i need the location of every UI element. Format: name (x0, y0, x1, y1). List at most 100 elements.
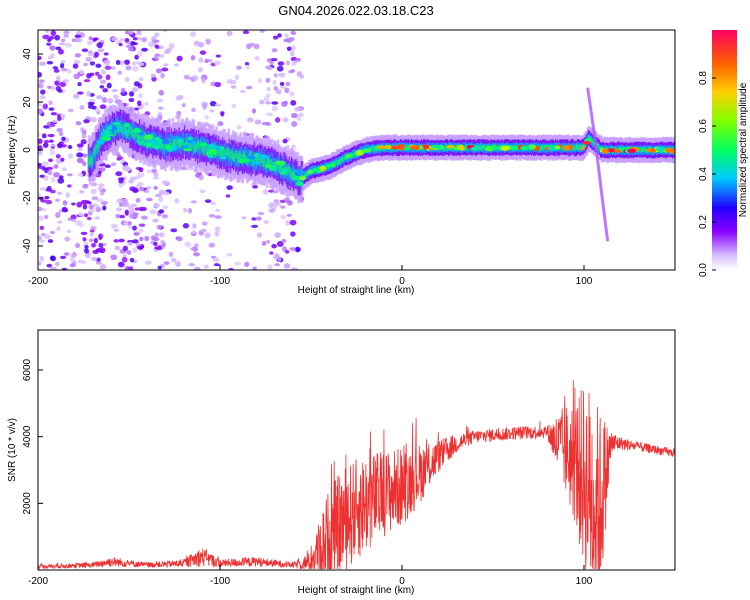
spectrogram-noise-cell (150, 73, 156, 78)
spectrogram-noise-cell (298, 112, 304, 118)
spectrogram-noise-cell (118, 202, 124, 207)
snr-x-ticks: -200 -100 0 100 (28, 565, 593, 587)
spectrogram-noise-cell (286, 213, 292, 217)
spectrogram-noise-cell (83, 79, 91, 83)
spectrogram-noise-cell (49, 123, 56, 128)
spectrogram-noise-cell (90, 116, 97, 123)
spectrogram-noise-cell (75, 242, 81, 249)
spectrogram-noise-cell (97, 186, 103, 192)
spectrogram-noise-cell (58, 209, 63, 214)
spectrogram-noise-cell (49, 139, 54, 143)
spectrogram-noise-cell (66, 173, 73, 177)
spectrogram-noise-cell (158, 209, 165, 214)
spectrogram-noise-cell (88, 36, 93, 41)
spectrogram-noise-cell (263, 95, 270, 102)
spectrogram-noise-cell (47, 133, 55, 138)
spectrogram-noise-cell (262, 188, 269, 195)
spectrogram-noise-cell (96, 198, 104, 203)
spectrogram-hotspot (582, 140, 591, 145)
spectrogram-hotspot (396, 144, 406, 150)
spectrogram-hotspot (103, 130, 112, 135)
spectrogram-x-label: Height of straight line (km) (298, 285, 415, 296)
spectrogram-noise-cell (155, 68, 162, 74)
spectrogram-noise-cell (99, 263, 107, 270)
spectrogram-noise-cell (217, 121, 224, 127)
spectrogram-hotspot (345, 153, 351, 159)
spectrogram-noise-cell (38, 239, 46, 243)
spectrogram-noise-cell (77, 82, 82, 87)
spectrogram-noise-cell (138, 77, 144, 82)
spectrogram-noise-cell (131, 61, 136, 66)
spectrogram-noise-cell (103, 59, 111, 66)
spectrogram-hotspot (613, 149, 621, 153)
spectrogram-noise-cell (47, 55, 53, 60)
spectrogram-hotspot (413, 145, 421, 151)
spectrogram-noise-cell (117, 70, 123, 75)
spectrogram-hotspot (384, 144, 392, 150)
spectrogram-hotspot (431, 145, 438, 149)
snr-panel: -200 -100 0 100 2000 4000 6000 Height of stra… (7, 329, 676, 596)
spectrogram-noise-cell (59, 81, 67, 88)
spectrogram-noise-cell (234, 74, 240, 80)
spectrogram-noise-cell (38, 71, 42, 78)
spectrogram-noise-cell (138, 93, 143, 98)
spectrogram-noise-cell (46, 42, 52, 46)
spectrogram-noise-cell (122, 201, 130, 208)
spectrogram-noise-cell (284, 87, 290, 94)
spectrogram-noise-cell (141, 215, 148, 220)
spectrogram-noise-cell (117, 261, 125, 268)
spectrogram-noise-cell (204, 199, 212, 203)
spectrogram-noise-cell (91, 242, 96, 248)
spectrogram-noise-cell (63, 30, 70, 34)
spectrogram-noise-cell (38, 235, 42, 241)
spectrogram-noise-cell (105, 74, 111, 81)
spectrogram-noise-cell (157, 265, 162, 270)
spectrogram-noise-cell (132, 225, 137, 231)
spectrogram-hotspot (627, 148, 636, 154)
spectrogram-noise-cell (276, 65, 284, 72)
spectrogram-noise-cell (176, 110, 182, 116)
spectrogram-noise-cell (259, 30, 265, 34)
spectrogram-noise-cell (255, 216, 262, 221)
snr-y-ticks: 2000 4000 6000 (22, 358, 43, 514)
spectrogram-noise-cell (125, 65, 132, 71)
spectrogram-hotspot (254, 152, 260, 158)
spectrogram-hotspot (172, 145, 178, 151)
spectrogram-noise-cell (246, 117, 254, 123)
spectrogram-noise-cell (286, 200, 293, 206)
spectrogram-noise-cell (134, 175, 141, 180)
spectrogram-noise-cell (265, 77, 271, 83)
spectrogram-noise-cell (44, 234, 51, 240)
spectrogram-noise-cell (242, 30, 250, 34)
spectrogram-hotspot (500, 145, 510, 151)
spectrogram-noise-cell (127, 241, 133, 246)
spectrogram-noise-cell (94, 108, 101, 112)
colorbar-ticks: 0.0 0.2 0.4 0.6 0.8 (698, 71, 716, 277)
spectrogram-noise-cell (174, 261, 182, 267)
spectrogram-noise-cell (174, 198, 180, 204)
spectrogram-noise-cell (271, 101, 279, 105)
spectrogram-noise-cell (88, 238, 94, 243)
spectrogram-noise-cell (60, 255, 67, 260)
spectrogram-noise-cell (134, 54, 139, 60)
spectrogram-hotspot (144, 134, 153, 140)
snr-x-tick-label: 0 (399, 576, 405, 587)
spectrogram-noise-cell (290, 112, 298, 119)
spectrogram-noise-cell (103, 52, 109, 56)
spectrogram-noise-cell (154, 39, 160, 43)
spectrogram-noise-cell (245, 64, 250, 71)
spectrogram-noise-cell (132, 66, 139, 72)
spectrogram-noise-cell (268, 208, 276, 214)
spectrogram-noise-cell (119, 214, 125, 219)
spectrogram-noise-cell (290, 50, 295, 57)
spectrogram-noise-cell (163, 63, 169, 67)
spectrogram-noise-cell (62, 200, 68, 206)
spectrogram-hotspot (548, 146, 554, 151)
spectrogram-noise-cell (61, 167, 67, 172)
spectrogram-hotspot (150, 141, 160, 146)
spectrogram-noise-cell (50, 30, 57, 36)
spectrogram-noise-cell (89, 229, 95, 233)
spectrogram-noise-cell (38, 192, 41, 198)
spectrogram-noise-cell (73, 73, 81, 80)
